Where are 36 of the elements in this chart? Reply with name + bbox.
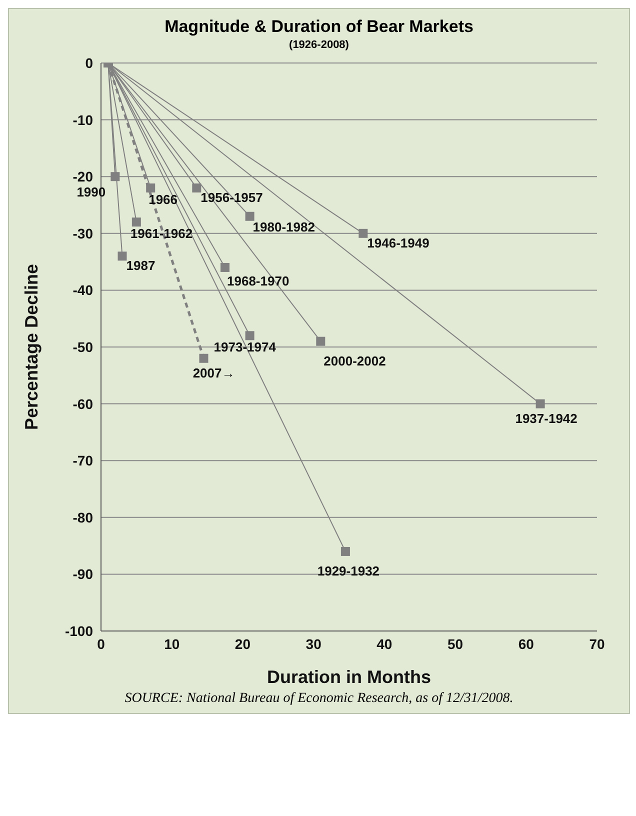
- y-tick-label: -70: [72, 452, 94, 469]
- series-label: 1961-1962: [130, 226, 193, 242]
- y-tick-label: -80: [72, 509, 94, 526]
- series-label: 1980-1982: [252, 219, 315, 234]
- x-tick-label: 60: [518, 636, 534, 652]
- series-label: 1937-1942: [515, 410, 578, 426]
- y-tick-label: -50: [72, 338, 94, 355]
- y-tick-label: -20: [72, 168, 94, 185]
- y-tick-label: -90: [72, 566, 94, 582]
- series-label: 1966: [148, 192, 178, 207]
- x-tick-label: 20: [234, 636, 251, 652]
- x-tick-label: 40: [376, 636, 392, 652]
- series-label: 1968-1970: [227, 273, 290, 288]
- chart-subtitle: (1926-2008): [288, 39, 350, 51]
- y-tick-label: -30: [72, 225, 94, 242]
- x-tick-label: 70: [589, 636, 605, 652]
- x-axis-title: Duration in Months: [267, 667, 431, 687]
- series-label: 2000-2002: [324, 353, 386, 368]
- x-tick-label: 0: [97, 636, 106, 652]
- y-tick-label: -40: [72, 282, 94, 298]
- y-tick-label: -10: [72, 112, 94, 128]
- x-tick-label: 10: [164, 636, 180, 652]
- series-label: 1929-1932: [317, 563, 380, 578]
- series-label: 2007→: [192, 365, 235, 380]
- chart-title: Magnitude & Duration of Bear Markets: [164, 17, 474, 37]
- y-axis-title: Percentage Decline: [21, 264, 42, 430]
- y-tick-label: 0: [85, 54, 94, 71]
- series-label: 1987: [126, 258, 156, 274]
- y-tick-label: -100: [64, 622, 94, 639]
- series-label: 1973-1974: [214, 340, 277, 355]
- source-note: SOURCE: National Bureau of Economic Research, as of 12/31/2008.: [124, 691, 514, 707]
- series-label: 1946-1949: [367, 235, 430, 250]
- x-tick-label: 30: [306, 636, 322, 652]
- y-tick-label: -60: [72, 396, 94, 412]
- x-tick-label: 50: [447, 636, 464, 652]
- series-label: 1956-1957: [200, 190, 263, 205]
